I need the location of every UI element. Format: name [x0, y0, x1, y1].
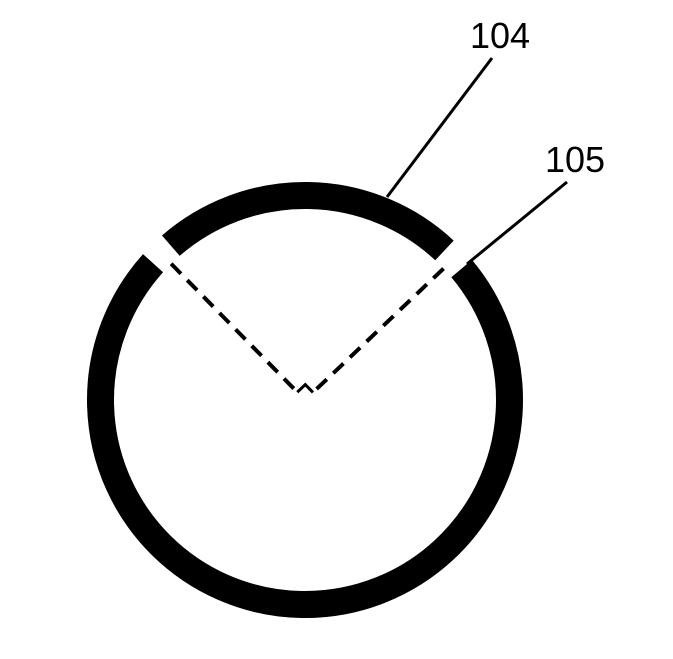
- ring-diagram: 104 105: [0, 0, 673, 659]
- label-105: 105: [545, 139, 605, 180]
- label-104: 104: [470, 15, 530, 56]
